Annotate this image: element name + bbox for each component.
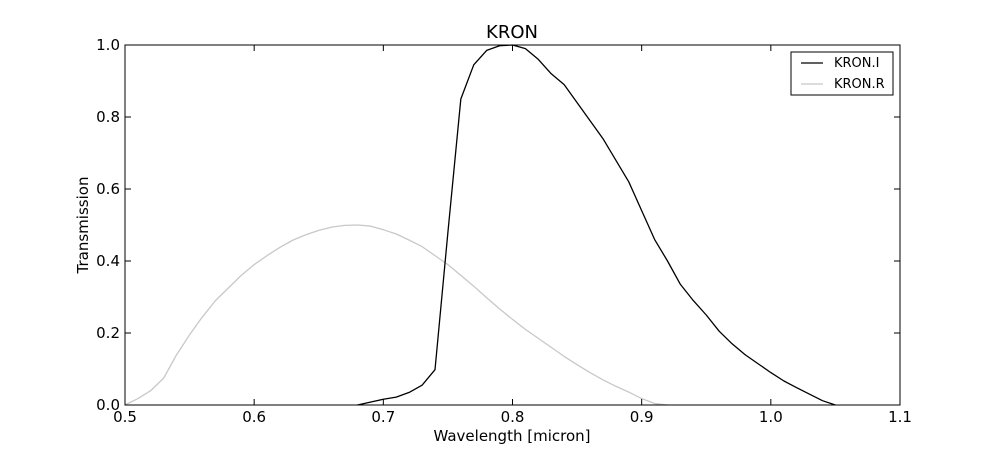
y-tick-label: 0.8 [96, 108, 120, 126]
x-tick-label: 0.9 [630, 408, 654, 426]
legend: KRON.I KRON.R [790, 51, 894, 96]
x-tick-label: 0.8 [501, 408, 525, 426]
series-line-kron-i [357, 44, 836, 406]
series-layer [124, 44, 836, 406]
x-tick-label: 1.0 [759, 408, 783, 426]
x-tick-label: 1.1 [888, 408, 912, 426]
series-line-kron-r [124, 224, 668, 406]
x-tick-label: 0.6 [242, 408, 266, 426]
y-tick-label: 0.2 [96, 324, 120, 342]
legend-box [790, 51, 894, 96]
ticks-layer: 0.5 0.6 0.7 0.8 0.9 1.0 1.1 0.0 0.2 0.4 0.6 0.8 1.0 [96, 36, 912, 426]
y-tick-label: 1.0 [96, 36, 120, 54]
x-axis-label: Wavelength [micron] [433, 427, 590, 445]
y-tick-label: 0.6 [96, 180, 120, 198]
legend-label-kron-i: KRON.I [834, 56, 879, 71]
y-tick-label: 0.0 [96, 396, 120, 414]
y-axis-label: Transmission [74, 177, 92, 275]
x-tick-label: 0.5 [113, 408, 137, 426]
legend-label-kron-r: KRON.R [834, 77, 885, 92]
y-tick-label: 0.4 [96, 252, 120, 270]
chart-title: KRON [486, 22, 538, 43]
x-tick-label: 0.7 [371, 408, 395, 426]
